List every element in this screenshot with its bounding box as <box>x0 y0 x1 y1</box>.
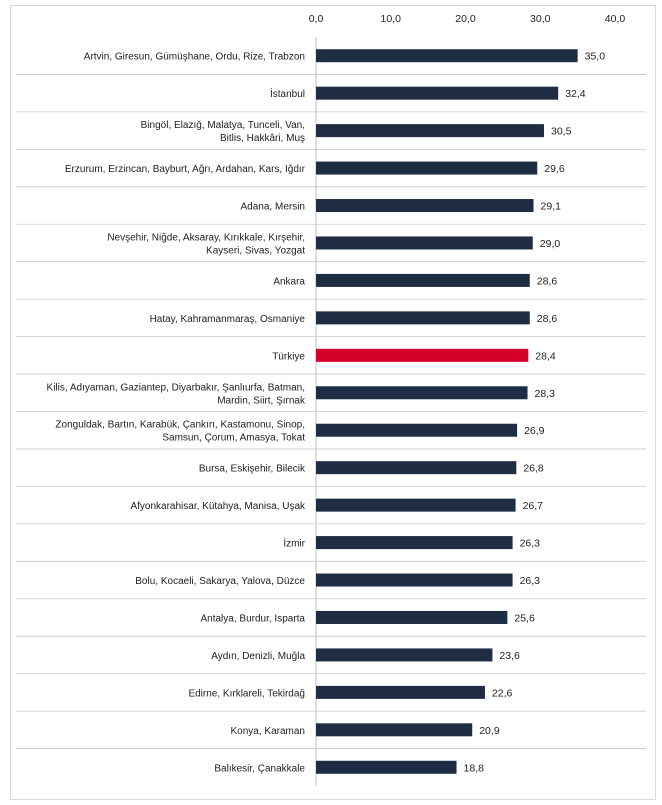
category-label: Bitlis, Hakkâri, Muş <box>220 133 305 144</box>
category-label: Samsun, Çorum, Amasya, Tokat <box>162 433 305 444</box>
bar <box>316 648 493 662</box>
category-label: Balıkesir, Çanakkale <box>214 763 305 774</box>
value-label: 29,0 <box>540 238 561 250</box>
bar <box>316 236 533 250</box>
bar <box>316 573 513 587</box>
value-label: 20,9 <box>479 725 500 737</box>
category-label: Edirne, Kırklareli, Tekirdağ <box>188 688 305 699</box>
category-label: Zonguldak, Bartın, Karabük, Çankırı, Kas… <box>55 420 305 431</box>
category-label: Türkiye <box>272 351 305 362</box>
value-label: 26,3 <box>520 575 541 587</box>
bar <box>316 536 513 550</box>
value-label: 28,6 <box>537 275 558 287</box>
bar <box>316 49 578 63</box>
category-label: Adana, Mersin <box>241 202 305 213</box>
x-tick-label: 30,0 <box>530 13 551 25</box>
value-label: 26,8 <box>523 463 544 475</box>
value-label: 26,9 <box>524 425 545 437</box>
bar <box>316 423 518 437</box>
value-label: 22,6 <box>492 687 513 699</box>
value-label: 29,6 <box>544 163 565 175</box>
bar <box>316 311 530 325</box>
value-label: 23,6 <box>499 650 520 662</box>
chart-frame <box>10 5 656 800</box>
bar <box>316 199 534 213</box>
value-label: 30,5 <box>551 126 572 138</box>
value-label: 26,3 <box>520 538 541 550</box>
category-label: Nevşehir, Niğde, Aksaray, Kırıkkale, Kır… <box>107 232 305 243</box>
value-label: 25,6 <box>514 612 535 624</box>
category-label: Kilis, Adıyaman, Gaziantep, Diyarbakır, … <box>47 382 305 393</box>
x-tick-label: 10,0 <box>381 13 402 25</box>
bar <box>316 685 485 699</box>
category-label: Antalya, Burdur, Isparta <box>200 613 305 624</box>
category-label: Artvin, Giresun, Gümüşhane, Ordu, Rize, … <box>84 52 305 63</box>
category-label: Bingöl, Elazığ, Malatya, Tunceli, Van, <box>141 120 305 131</box>
category-label: Kayseri, Sivas, Yozgat <box>206 245 305 256</box>
bar <box>316 124 544 138</box>
value-label: 18,8 <box>464 762 485 774</box>
value-label: 28,6 <box>537 313 558 325</box>
category-label: Erzurum, Erzincan, Bayburt, Ağrı, Ardaha… <box>65 164 306 175</box>
category-label: Konya, Karaman <box>231 726 306 737</box>
x-tick-label: 40,0 <box>605 13 626 25</box>
category-label: Aydın, Denizli, Muğla <box>211 651 305 662</box>
x-tick-label: 20,0 <box>455 13 476 25</box>
x-tick-label: 0,0 <box>309 13 324 25</box>
category-label: İzmir <box>283 537 305 550</box>
category-label: Hatay, Kahramanmaraş, Osmaniye <box>150 314 306 325</box>
bar <box>316 723 473 737</box>
value-label: 28,3 <box>535 388 556 400</box>
value-label: 28,4 <box>535 350 556 362</box>
value-label: 26,7 <box>523 500 544 512</box>
bar <box>316 273 530 287</box>
bar <box>316 161 538 175</box>
category-label: Afyonkarahisar, Kütahya, Manisa, Uşak <box>130 501 306 512</box>
value-label: 35,0 <box>585 51 606 63</box>
bar-highlight <box>316 348 529 362</box>
category-label: Ankara <box>273 276 305 287</box>
bar <box>316 498 516 512</box>
value-label: 32,4 <box>565 88 586 100</box>
category-label: İstanbul <box>270 87 305 100</box>
value-label: 29,1 <box>541 201 562 213</box>
bar <box>316 610 508 624</box>
category-label: Bolu, Kocaeli, Sakarya, Yalova, Düzce <box>135 576 305 587</box>
bar <box>316 461 517 475</box>
bar <box>316 760 457 774</box>
category-label: Bursa, Eskişehir, Bilecik <box>199 464 306 475</box>
bar <box>316 86 559 100</box>
bar <box>316 386 528 400</box>
category-label: Mardin, Siirt, Şırnak <box>217 395 306 406</box>
